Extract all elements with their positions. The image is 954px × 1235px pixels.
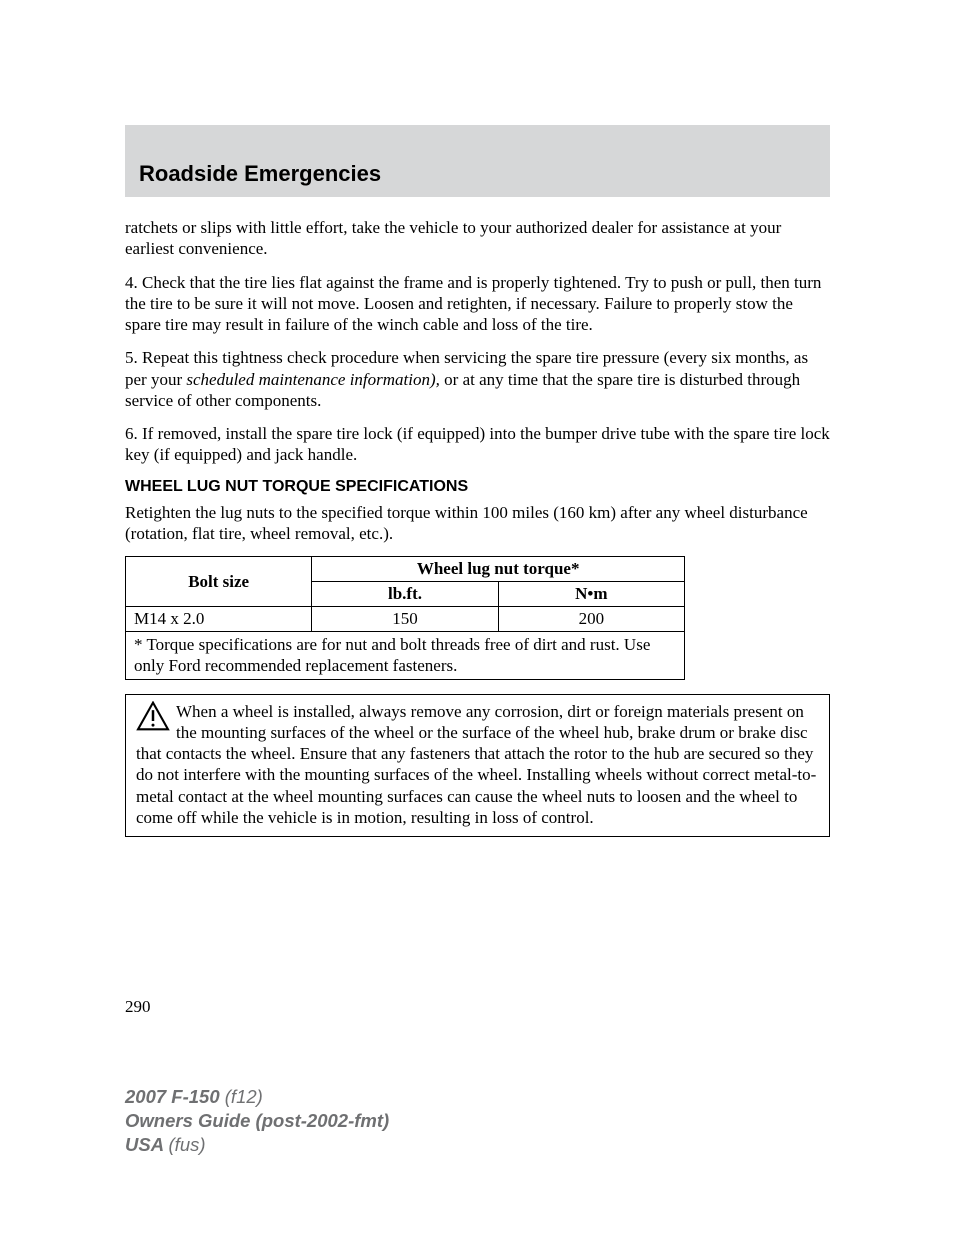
footer-model: 2007 F-150	[125, 1086, 225, 1107]
warning-text: When a wheel is installed, always remove…	[136, 702, 816, 827]
footer-line-1: 2007 F-150 (f12)	[125, 1085, 389, 1109]
subsection-heading: WHEEL LUG NUT TORQUE SPECIFICATIONS	[125, 478, 830, 496]
footer-line-2: Owners Guide (post-2002-fmt)	[125, 1109, 389, 1133]
table-footnote-row: * Torque specifications are for nut and …	[126, 632, 685, 680]
body-paragraph: 4. Check that the tire lies flat against…	[125, 272, 830, 336]
page-content: Roadside Emergencies ratchets or slips w…	[125, 125, 830, 1017]
body-paragraph: ratchets or slips with little effort, ta…	[125, 217, 830, 260]
warning-callout: When a wheel is installed, always remove…	[125, 694, 830, 838]
section-title: Roadside Emergencies	[139, 161, 830, 187]
cell-lbft: 150	[312, 607, 498, 632]
cell-nm: 200	[498, 607, 684, 632]
col-subheader-nm: N•m	[498, 582, 684, 607]
footer-region: USA	[125, 1134, 169, 1155]
page-number: 290	[125, 997, 830, 1017]
section-header-band: Roadside Emergencies	[125, 125, 830, 197]
body-paragraph: Retighten the lug nuts to the specified …	[125, 502, 830, 545]
warning-triangle-icon	[136, 701, 170, 736]
text-run-italic: scheduled maintenance information),	[186, 370, 440, 389]
body-paragraph: 6. If removed, install the spare tire lo…	[125, 423, 830, 466]
torque-spec-table: Bolt size Wheel lug nut torque* lb.ft. N…	[125, 556, 685, 680]
table-row: M14 x 2.0 150 200	[126, 607, 685, 632]
col-header-torque: Wheel lug nut torque*	[312, 557, 685, 582]
col-header-bolt-size: Bolt size	[126, 557, 312, 607]
col-subheader-lbft: lb.ft.	[312, 582, 498, 607]
table-footnote: * Torque specifications are for nut and …	[126, 632, 685, 680]
table-header-row: Bolt size Wheel lug nut torque*	[126, 557, 685, 582]
body-paragraph: 5. Repeat this tightness check procedure…	[125, 347, 830, 411]
footer-code: (fus)	[169, 1134, 206, 1155]
footer-code: (f12)	[225, 1086, 263, 1107]
document-footer: 2007 F-150 (f12) Owners Guide (post-2002…	[125, 1085, 389, 1157]
cell-bolt-size: M14 x 2.0	[126, 607, 312, 632]
footer-line-3: USA (fus)	[125, 1133, 389, 1157]
